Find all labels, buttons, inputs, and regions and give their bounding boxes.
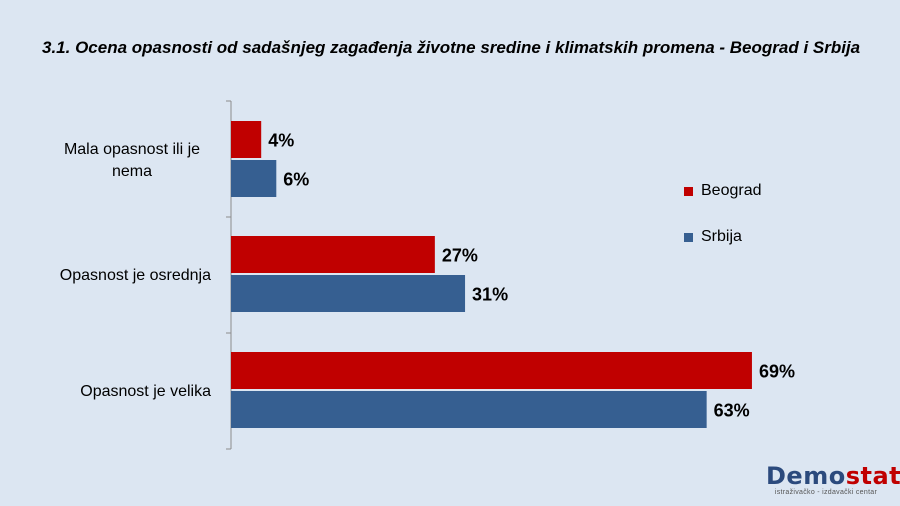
bar-srbija [231,275,466,312]
legend-swatch-srbija [684,232,693,242]
legend-item-srbija: Srbija [684,226,762,248]
data-label: 63% [714,401,750,421]
legend-label-beograd: Beograd [701,182,762,199]
data-label: 69% [759,362,795,382]
category-label: Opasnost je osrednja [60,267,211,284]
logo-demo-text: Demo [766,462,846,490]
data-label: 27% [442,246,478,266]
category-label: nema [112,163,152,180]
category-label: Mala opasnost ili je [64,141,200,158]
demostat-logo: Demostat istraživačko - izdavački centar [766,462,900,496]
legend-label-srbija: Srbija [701,228,742,245]
data-label: 31% [472,285,508,305]
legend-swatch-beograd [684,186,693,196]
data-label: 4% [268,131,294,151]
bar-beograd [231,121,262,158]
logo-stat-text: stat [845,462,900,490]
category-label: Opasnost je velika [80,383,211,400]
chart-title: 3.1. Ocena opasnosti od sadašnjeg zagađe… [42,38,861,57]
bar-beograd [231,236,435,273]
data-label: 6% [283,170,309,190]
legend: Beograd Srbija [684,180,762,272]
bar-beograd [231,352,752,389]
logo-subtitle: istraživačko - izdavački centar [774,489,878,496]
bar-srbija [231,160,277,197]
legend-item-beograd: Beograd [684,180,762,202]
bar-srbija [231,391,707,428]
